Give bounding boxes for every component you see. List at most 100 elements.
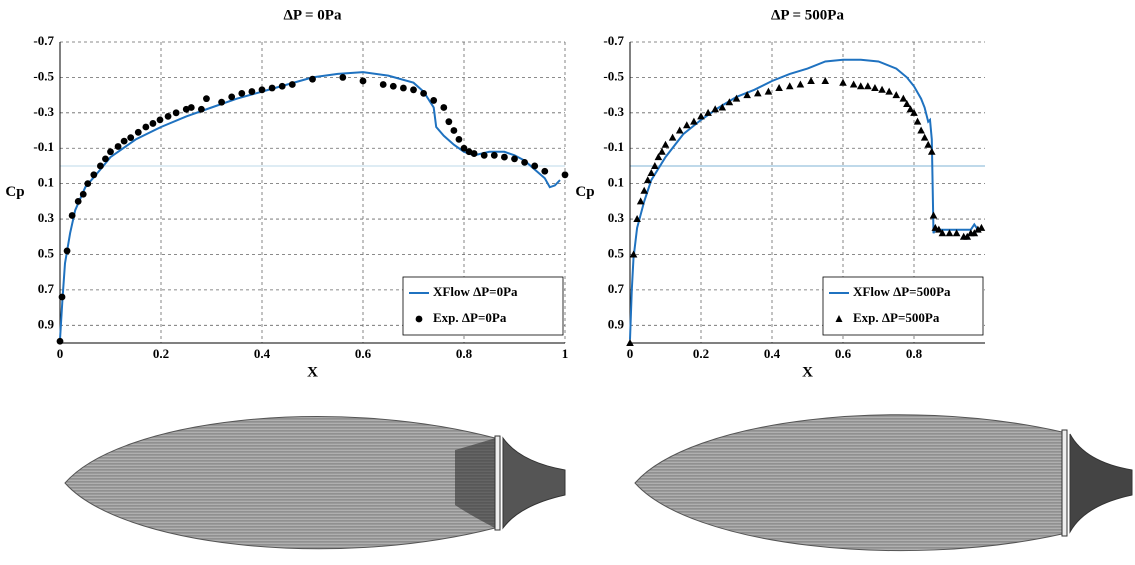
data-point <box>410 86 417 94</box>
data-point <box>278 82 286 90</box>
data-point <box>187 104 195 111</box>
data-point <box>906 105 915 113</box>
x-axis-label: X <box>802 364 813 380</box>
y-tick-label: -0.1 <box>603 139 624 154</box>
data-point <box>84 180 92 188</box>
data-point <box>149 120 157 127</box>
data-point <box>654 153 663 161</box>
data-point <box>963 232 972 240</box>
x-tick-label: 0 <box>57 346 64 361</box>
y-tick-label: -0.7 <box>603 33 624 48</box>
data-point <box>775 84 783 92</box>
data-point <box>743 91 751 99</box>
data-point <box>903 99 911 107</box>
data-point <box>420 89 427 97</box>
data-point <box>839 78 847 86</box>
data-point <box>974 225 982 233</box>
data-point <box>945 229 954 237</box>
data-point <box>878 85 886 93</box>
data-point <box>754 89 762 97</box>
y-tick-label: 0.9 <box>608 316 625 331</box>
data-point <box>127 134 135 142</box>
y-tick-label: 0.1 <box>608 175 624 190</box>
data-point <box>885 87 893 95</box>
data-point <box>90 171 98 179</box>
data-point <box>68 212 76 219</box>
data-point <box>561 171 569 179</box>
data-point <box>690 117 698 125</box>
y-tick-label: 0.1 <box>38 175 54 190</box>
data-point <box>913 117 922 125</box>
data-point <box>849 80 858 88</box>
data-point <box>929 211 938 219</box>
x-tick-label: 0.2 <box>153 346 169 361</box>
data-point <box>339 74 347 81</box>
data-point <box>647 169 656 177</box>
data-point <box>97 162 104 170</box>
data-point <box>764 87 773 95</box>
data-point <box>626 339 634 346</box>
data-point <box>58 293 66 301</box>
data-point <box>661 140 670 148</box>
data-point <box>460 144 468 152</box>
data-point <box>718 103 727 111</box>
x-tick-label: 0.4 <box>764 346 781 361</box>
data-point <box>924 140 932 148</box>
chart: ΔP = 500Pa -0.7 -0.5 -0.3 -0.1 0.1 0.3 0.5 0.7 0.… <box>575 7 986 380</box>
data-point <box>732 94 741 102</box>
x-tick-label: 0.6 <box>835 346 852 361</box>
data-point <box>927 147 936 155</box>
x-tick-label: 0.8 <box>456 346 473 361</box>
y-tick-label: -0.1 <box>33 139 54 154</box>
data-point <box>629 250 638 258</box>
data-point <box>198 105 205 113</box>
data-point <box>490 151 498 159</box>
data-point <box>134 128 142 136</box>
y-tick-label: 0.9 <box>38 316 55 331</box>
data-point <box>268 84 276 92</box>
legend-label: Exp. ΔP=500Pa <box>853 310 940 325</box>
x-tick-label: 0.4 <box>254 346 271 361</box>
data-point <box>952 229 961 237</box>
y-tick-label: 0.5 <box>608 245 625 260</box>
data-point <box>511 155 518 163</box>
legend-box <box>822 276 984 336</box>
x-tick-label: 1 <box>562 346 569 361</box>
data-point <box>455 135 463 143</box>
data-point <box>440 104 448 111</box>
data-point <box>796 80 805 88</box>
data-point <box>480 151 488 159</box>
x-axis-label: X <box>307 364 318 380</box>
data-point <box>636 197 645 205</box>
legend-label: XFlow ΔP=0Pa <box>433 284 518 299</box>
y-tick-label: 0.3 <box>38 210 55 225</box>
data-point <box>114 143 122 150</box>
data-point <box>79 190 87 198</box>
data-point <box>785 82 794 90</box>
data-point <box>675 126 684 134</box>
data-point <box>521 159 528 166</box>
flow-image-left <box>64 416 566 550</box>
y-tick-label: 0.7 <box>38 281 55 296</box>
data-point <box>935 225 943 233</box>
data-point <box>683 121 691 129</box>
data-point <box>164 112 172 120</box>
chart-title: ΔP = 500Pa <box>771 7 844 23</box>
data-point <box>470 150 478 157</box>
x-tick-label: 0 <box>627 346 634 361</box>
data-point <box>120 137 128 145</box>
data-point <box>977 223 986 231</box>
data-point <box>807 76 815 84</box>
data-point <box>445 118 453 126</box>
data-point <box>821 76 830 84</box>
x-tick-label: 0.8 <box>906 346 923 361</box>
data-point <box>697 112 705 120</box>
data-point <box>379 81 387 88</box>
data-point <box>107 148 114 156</box>
data-point <box>633 215 641 223</box>
legend-label: XFlow ΔP=500Pa <box>853 284 951 299</box>
y-tick-label: -0.3 <box>603 104 624 119</box>
data-point <box>218 98 226 106</box>
data-point <box>309 75 316 83</box>
